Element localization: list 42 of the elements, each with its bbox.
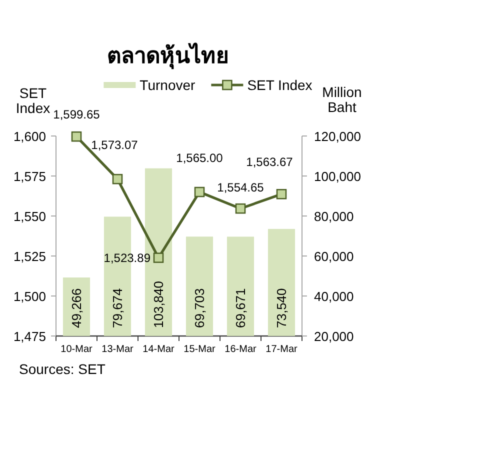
data-label: 1,599.65 [53,108,100,122]
x-tick-label: 14-Mar [142,344,175,355]
data-label: 73,540 [274,288,289,328]
data-label: 79,674 [110,288,125,328]
y-tick-label: 1,600 [13,129,46,144]
y-tick-label: 1,500 [13,289,46,304]
y2-tick-label: 120,000 [314,129,361,144]
source-note: Sources: SET [19,361,106,377]
point [71,131,82,142]
data-label: 1,573.07 [91,138,138,152]
legend-label: SET Index [247,77,312,93]
data-label: 1,523.89 [104,250,151,265]
x-tick-label: 17-Mar [266,344,298,355]
point [153,252,164,263]
y-axis-title: SET Index [16,85,50,116]
data-label: 1,554.65 [217,180,264,195]
x-tick-label: 15-Mar [184,344,216,355]
x-tick-label: 10-Mar [60,344,93,355]
y-tick-label: 1,550 [13,209,46,224]
y2-tick-label: 40,000 [314,289,354,304]
data-label: 1,565.00 [176,151,224,165]
legend-label: Turnover [140,77,196,93]
y2-axis-title: Million Baht [322,84,362,115]
point [276,188,287,200]
y-tick-label: 1,575 [13,169,46,184]
y-tick-label: 1,525 [13,249,46,264]
x-tick-label: 13-Mar [102,344,134,355]
data-label: 1,563.67 [246,155,294,170]
point [235,203,246,214]
y2-tick-label: 80,000 [314,209,354,224]
data-label: 49,266 [69,288,84,328]
y-tick-label: 1,475 [13,329,46,344]
point [112,174,123,184]
chart-title: ตลาดหุ้นไทย [107,42,229,70]
y2-tick-label: 60,000 [314,249,354,264]
data-label: 69,703 [192,288,207,328]
x-tick-label: 16-Mar [224,344,257,355]
point [194,186,205,198]
data-label: 103,840 [151,281,166,328]
y2-tick-label: 20,000 [314,329,354,344]
data-label: 69,671 [233,288,248,328]
y2-tick-label: 100,000 [314,169,361,184]
